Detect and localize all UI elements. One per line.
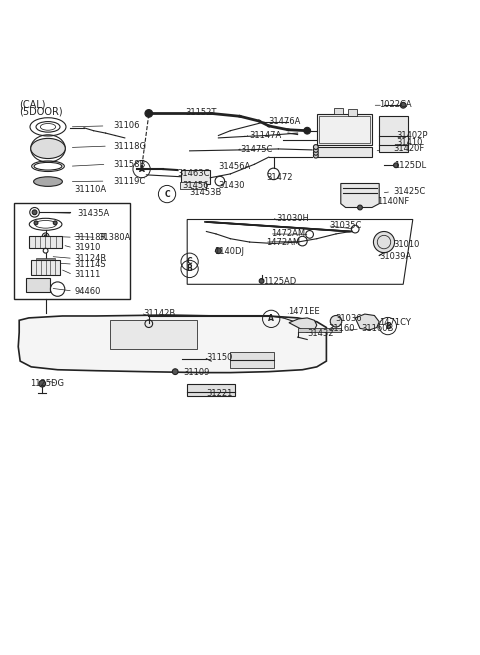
Bar bbox=[334, 108, 343, 114]
Text: A: A bbox=[139, 164, 144, 174]
Bar bbox=[317, 147, 372, 157]
Text: 1471CY: 1471CY bbox=[379, 318, 411, 328]
Text: 31152T: 31152T bbox=[185, 109, 216, 117]
Text: 31142B: 31142B bbox=[143, 309, 175, 318]
Polygon shape bbox=[289, 318, 317, 332]
Bar bbox=[348, 109, 357, 117]
Text: 31221: 31221 bbox=[206, 389, 233, 398]
Circle shape bbox=[313, 145, 318, 149]
Text: B: B bbox=[385, 322, 391, 331]
Text: 31410: 31410 bbox=[396, 138, 422, 147]
Circle shape bbox=[400, 102, 406, 108]
Polygon shape bbox=[341, 183, 379, 208]
Text: 31124R: 31124R bbox=[74, 254, 107, 263]
Text: 31380A: 31380A bbox=[98, 233, 131, 242]
Circle shape bbox=[358, 205, 362, 210]
Text: 31160: 31160 bbox=[328, 324, 354, 333]
Text: C: C bbox=[164, 189, 170, 198]
Circle shape bbox=[313, 147, 318, 153]
Bar bbox=[110, 320, 197, 349]
Circle shape bbox=[216, 248, 221, 253]
Circle shape bbox=[53, 221, 57, 225]
Text: 31420F: 31420F bbox=[394, 144, 425, 153]
Circle shape bbox=[313, 153, 318, 158]
Ellipse shape bbox=[31, 138, 65, 159]
Text: 31111: 31111 bbox=[74, 271, 101, 279]
Text: 31456A: 31456A bbox=[218, 162, 251, 171]
Polygon shape bbox=[18, 315, 326, 373]
Text: 31118R: 31118R bbox=[74, 233, 107, 242]
Text: 31110A: 31110A bbox=[74, 185, 107, 195]
Text: 31010: 31010 bbox=[394, 240, 420, 249]
Bar bbox=[29, 236, 62, 248]
Text: 31158B: 31158B bbox=[113, 160, 145, 169]
Bar bbox=[181, 170, 210, 183]
Text: 94460: 94460 bbox=[74, 286, 101, 295]
Circle shape bbox=[44, 235, 47, 238]
Text: 1140NF: 1140NF bbox=[377, 197, 409, 206]
Text: 31118G: 31118G bbox=[113, 141, 146, 151]
Ellipse shape bbox=[34, 177, 62, 187]
Text: 31435A: 31435A bbox=[77, 209, 109, 217]
Bar bbox=[379, 117, 408, 153]
Bar bbox=[31, 260, 60, 274]
Text: 1471EE: 1471EE bbox=[288, 307, 320, 316]
Circle shape bbox=[172, 369, 178, 375]
Text: 31119C: 31119C bbox=[113, 177, 145, 185]
Circle shape bbox=[39, 381, 46, 387]
Text: A: A bbox=[268, 314, 274, 324]
Text: 31472: 31472 bbox=[266, 173, 293, 181]
Text: 31150: 31150 bbox=[206, 353, 233, 362]
Text: 1472AM: 1472AM bbox=[271, 229, 305, 238]
Text: B: B bbox=[187, 265, 192, 273]
Circle shape bbox=[330, 316, 342, 327]
Text: 1125AD: 1125AD bbox=[263, 277, 296, 286]
Text: 31035C: 31035C bbox=[329, 221, 361, 231]
Text: 31456: 31456 bbox=[182, 181, 209, 190]
Text: 31425C: 31425C bbox=[394, 187, 426, 196]
Text: C: C bbox=[187, 257, 192, 266]
Text: 31463C: 31463C bbox=[178, 170, 210, 178]
Text: 1125DL: 1125DL bbox=[394, 160, 426, 170]
Text: 31475C: 31475C bbox=[240, 145, 272, 155]
Text: 1472AM: 1472AM bbox=[266, 238, 300, 246]
Bar bbox=[298, 328, 341, 332]
Circle shape bbox=[145, 109, 153, 117]
Text: 31039A: 31039A bbox=[379, 252, 411, 261]
Text: 31453B: 31453B bbox=[190, 187, 222, 196]
Text: 31109: 31109 bbox=[183, 367, 210, 377]
Text: 1140DJ: 1140DJ bbox=[214, 247, 243, 256]
Text: 31476A: 31476A bbox=[268, 117, 300, 126]
Text: 1125DG: 1125DG bbox=[30, 379, 64, 388]
Bar bbox=[319, 117, 370, 143]
Circle shape bbox=[373, 231, 395, 253]
Circle shape bbox=[259, 278, 264, 284]
Text: 31030H: 31030H bbox=[276, 214, 309, 223]
Text: 31160B: 31160B bbox=[361, 324, 393, 333]
Bar bbox=[26, 278, 50, 291]
Text: 31106: 31106 bbox=[113, 121, 139, 130]
Text: 31114S: 31114S bbox=[74, 259, 106, 269]
Circle shape bbox=[313, 151, 318, 155]
Text: (CAL): (CAL) bbox=[19, 100, 46, 109]
Text: 31147A: 31147A bbox=[250, 131, 282, 140]
Circle shape bbox=[304, 127, 311, 134]
Text: (5DOOR): (5DOOR) bbox=[19, 107, 63, 117]
Bar bbox=[230, 352, 274, 368]
Circle shape bbox=[32, 210, 37, 215]
Circle shape bbox=[34, 221, 38, 225]
Bar bbox=[36, 258, 55, 260]
Text: 31402P: 31402P bbox=[396, 131, 428, 140]
Bar bbox=[180, 182, 206, 189]
Text: 1022CA: 1022CA bbox=[379, 100, 412, 109]
Bar bbox=[317, 114, 372, 145]
Polygon shape bbox=[355, 314, 379, 330]
Bar bbox=[14, 202, 130, 299]
Text: 31432: 31432 bbox=[307, 329, 334, 338]
Circle shape bbox=[394, 163, 398, 168]
Text: 31910: 31910 bbox=[74, 243, 101, 252]
Text: 31430: 31430 bbox=[218, 181, 245, 190]
Bar bbox=[187, 384, 235, 396]
Text: 31036: 31036 bbox=[335, 314, 361, 324]
